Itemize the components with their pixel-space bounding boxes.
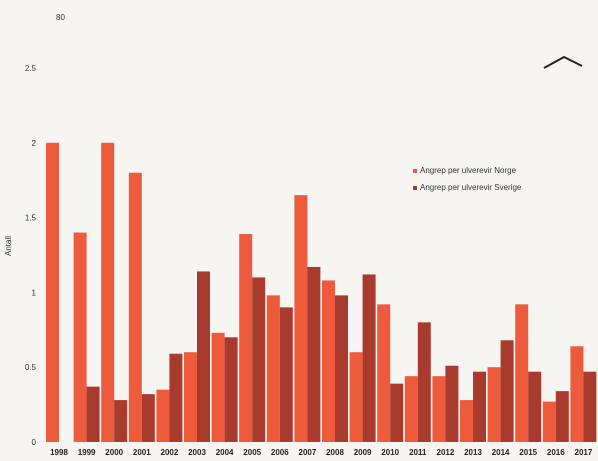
y-tick-label: 2 bbox=[32, 139, 37, 148]
y-axis-title: Antall bbox=[4, 236, 13, 256]
x-tick-label: 1998 bbox=[50, 448, 68, 457]
bar-sverige-2016 bbox=[555, 391, 569, 442]
bar-norge-2017 bbox=[570, 346, 584, 442]
x-tick-label: 2013 bbox=[464, 448, 482, 457]
x-tick-label: 2017 bbox=[575, 448, 593, 457]
x-tick-label: 2007 bbox=[299, 448, 317, 457]
bar-sverige-2011 bbox=[417, 322, 431, 442]
bar-norge-2013 bbox=[460, 400, 473, 442]
x-tick-label: 2016 bbox=[547, 448, 565, 457]
bars-group bbox=[46, 142, 597, 443]
bar-sverige-2015 bbox=[528, 371, 542, 442]
x-tick-label: 2014 bbox=[492, 448, 510, 457]
x-tick-label: 1999 bbox=[78, 448, 96, 457]
bar-sverige-2005 bbox=[252, 277, 266, 442]
y-tick-label: 2.5 bbox=[25, 64, 37, 73]
bar-sverige-2009 bbox=[362, 274, 376, 442]
bar-sverige-2017 bbox=[583, 371, 597, 442]
bar-norge-1999 bbox=[73, 232, 87, 442]
y-axis: 0 0.5 1 1.5 2 2.5 bbox=[25, 64, 37, 447]
bar-norge-2016 bbox=[542, 401, 556, 442]
chevron-up-icon[interactable] bbox=[543, 55, 583, 69]
x-tick-label: 2009 bbox=[354, 448, 372, 457]
legend-swatch-sverige bbox=[413, 186, 417, 190]
bar-sverige-2004 bbox=[224, 337, 238, 442]
bar-norge-2014 bbox=[487, 367, 501, 442]
x-tick-label: 2005 bbox=[243, 448, 261, 457]
x-axis: 1998 1999 2000 2001 2002 2003 2004 2005 2006 2007… bbox=[50, 448, 593, 457]
bar-norge-1998 bbox=[46, 142, 59, 443]
bar-norge-2010 bbox=[377, 304, 391, 442]
bar-sverige-1999 bbox=[86, 386, 100, 442]
legend-swatch-norge bbox=[413, 169, 417, 173]
bar-norge-2007 bbox=[294, 195, 308, 442]
legend: Angrep per ulverevir Norge Angrep per ul… bbox=[413, 166, 522, 192]
x-tick-label: 2012 bbox=[437, 448, 455, 457]
y-tick-label: 1 bbox=[32, 288, 37, 297]
bar-norge-2004 bbox=[211, 332, 225, 442]
x-tick-label: 2011 bbox=[409, 448, 427, 457]
bar-norge-2008 bbox=[322, 280, 335, 442]
bar-sverige-2008 bbox=[335, 295, 348, 442]
y-tick-label: 1.5 bbox=[25, 214, 37, 223]
bar-norge-2001 bbox=[128, 172, 142, 442]
bar-norge-2015 bbox=[515, 304, 529, 442]
bar-sverige-2002 bbox=[169, 353, 183, 442]
legend-label-sverige: Angrep per ulverevir Sverige bbox=[420, 183, 522, 192]
bar-sverige-2000 bbox=[114, 400, 128, 442]
bar-sverige-2010 bbox=[390, 383, 404, 442]
bar-sverige-2006 bbox=[279, 307, 293, 442]
x-tick-label: 2002 bbox=[161, 448, 179, 457]
bar-norge-2000 bbox=[101, 142, 115, 443]
x-tick-label: 2006 bbox=[271, 448, 289, 457]
bar-sverige-2012 bbox=[445, 365, 459, 442]
y-tick-label: 0.5 bbox=[25, 363, 37, 372]
top-label: 80 bbox=[56, 13, 65, 22]
x-tick-label: 2015 bbox=[519, 448, 537, 457]
x-tick-label: 2003 bbox=[188, 448, 206, 457]
bar-sverige-2007 bbox=[307, 266, 321, 442]
y-tick-label: 0 bbox=[32, 438, 37, 447]
x-tick-label: 2008 bbox=[326, 448, 344, 457]
bar-norge-2005 bbox=[239, 234, 253, 442]
x-tick-label: 2000 bbox=[105, 448, 123, 457]
bar-sverige-2001 bbox=[141, 394, 155, 442]
bar-sverige-2013 bbox=[473, 371, 486, 442]
bar-norge-2012 bbox=[432, 376, 446, 442]
legend-label-norge: Angrep per ulverevir Norge bbox=[420, 166, 517, 175]
x-tick-label: 2010 bbox=[381, 448, 399, 457]
x-tick-label: 2004 bbox=[216, 448, 234, 457]
bar-sverige-2014 bbox=[500, 340, 514, 442]
bar-norge-2002 bbox=[156, 389, 170, 442]
x-tick-label: 2001 bbox=[133, 448, 151, 457]
bar-norge-2009 bbox=[349, 352, 363, 442]
bar-norge-2006 bbox=[266, 295, 280, 442]
bar-norge-2003 bbox=[184, 352, 197, 442]
bar-sverige-2003 bbox=[197, 271, 210, 442]
bar-norge-2011 bbox=[404, 376, 418, 442]
